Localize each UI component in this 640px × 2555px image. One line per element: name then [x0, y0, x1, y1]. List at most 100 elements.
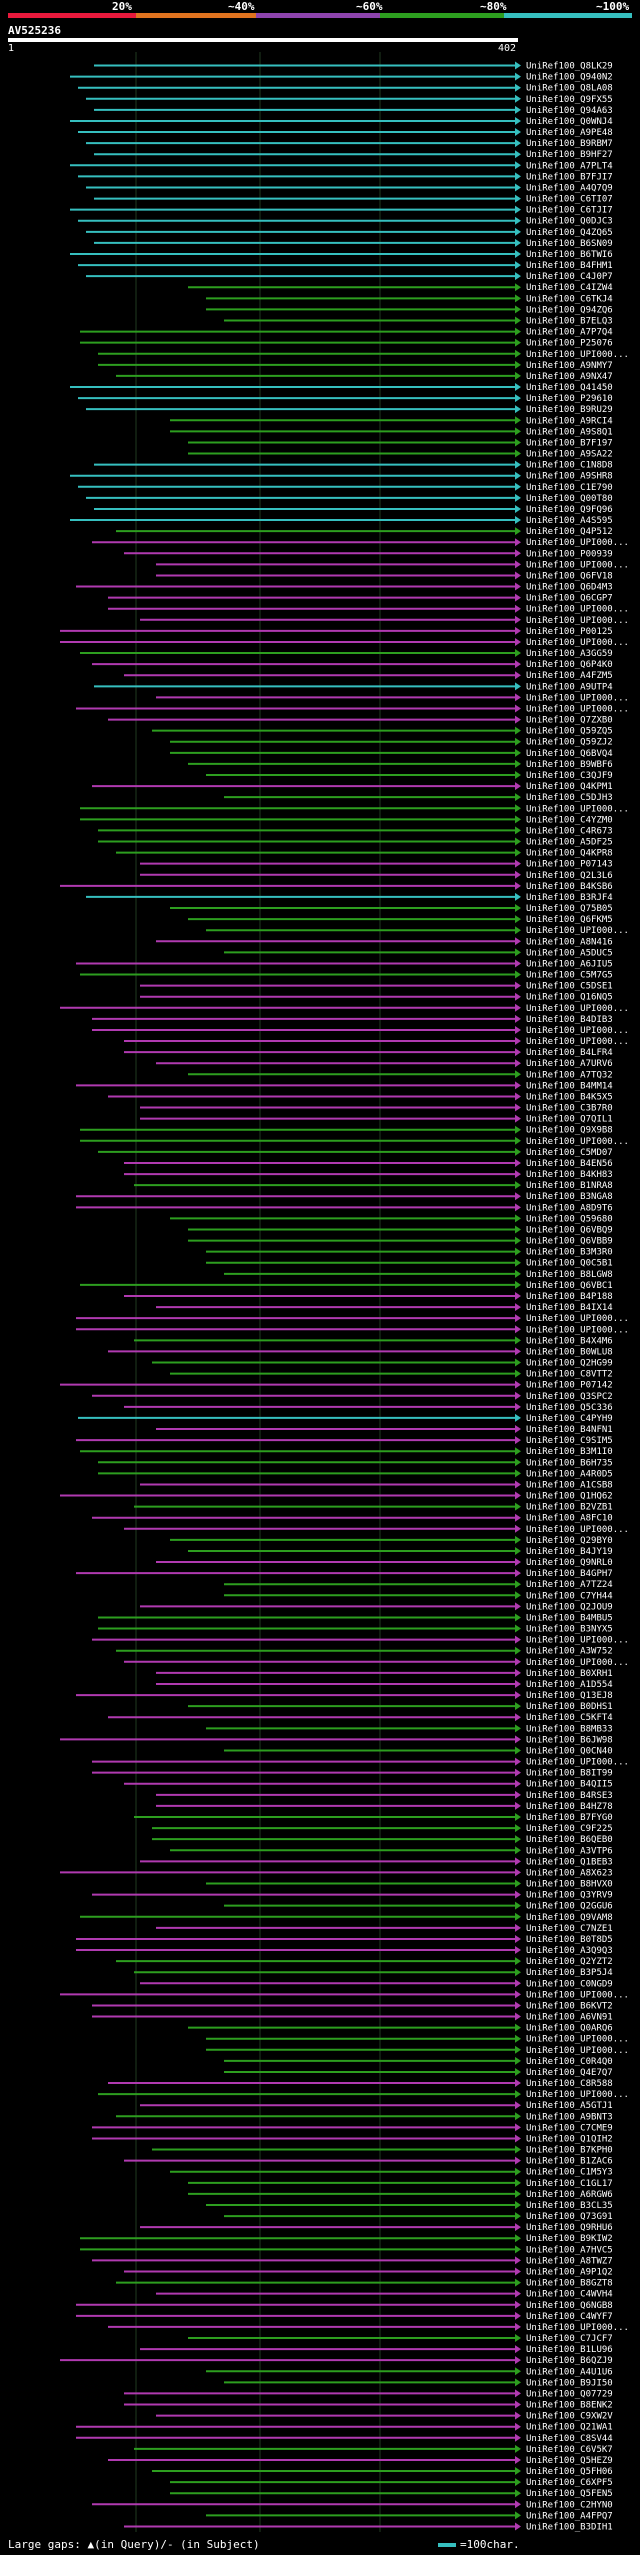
hit-id-link[interactable]: UniRef100_Q59ZJ2 [526, 738, 613, 748]
hit-id-link[interactable]: UniRef100_UPI000... [526, 560, 629, 570]
hit-id-link[interactable]: UniRef100_Q4KPM1 [526, 782, 613, 792]
hit-id-link[interactable]: UniRef100_Q59ZQ5 [526, 727, 613, 737]
hit-id-link[interactable]: UniRef100_Q9VAM8 [526, 1913, 613, 1923]
hit-id-link[interactable]: UniRef100_Q1HQ62 [526, 1492, 613, 1502]
hit-id-link[interactable]: UniRef100_B8IT99 [526, 1769, 613, 1779]
hit-id-link[interactable]: UniRef100_B4DIB3 [526, 1015, 613, 1025]
hit-id-link[interactable]: UniRef100_B8HVX0 [526, 1880, 613, 1890]
hit-id-link[interactable]: UniRef100_B3RJF4 [526, 893, 613, 903]
hit-id-link[interactable]: UniRef100_C4WVH4 [526, 2290, 613, 2300]
hit-id-link[interactable]: UniRef100_A4S595 [526, 516, 613, 526]
hit-id-link[interactable]: UniRef100_A9PE48 [526, 128, 613, 138]
hit-id-link[interactable]: UniRef100_Q4KPR8 [526, 849, 613, 859]
hit-id-link[interactable]: UniRef100_C4WYF7 [526, 2312, 613, 2322]
hit-id-link[interactable]: UniRef100_B4IX14 [526, 1303, 613, 1313]
hit-id-link[interactable]: UniRef100_Q9FQ96 [526, 505, 613, 515]
hit-id-link[interactable]: UniRef100_Q13EJ8 [526, 1691, 613, 1701]
hit-id-link[interactable]: UniRef100_C9SIM5 [526, 1436, 613, 1446]
hit-id-link[interactable]: UniRef100_B7FYG0 [526, 1813, 613, 1823]
hit-id-link[interactable]: UniRef100_B6H735 [526, 1458, 613, 1468]
hit-id-link[interactable]: UniRef100_UPI000... [526, 1137, 629, 1147]
hit-id-link[interactable]: UniRef100_A7TQ32 [526, 1070, 613, 1080]
hit-id-link[interactable]: UniRef100_UPI000... [526, 638, 629, 648]
hit-id-link[interactable]: UniRef100_A9SA22 [526, 450, 613, 460]
hit-id-link[interactable]: UniRef100_B4NFN1 [526, 1425, 613, 1435]
hit-id-link[interactable]: UniRef100_B9RU29 [526, 405, 613, 415]
hit-id-link[interactable]: UniRef100_UPI000... [526, 2046, 629, 2056]
hit-id-link[interactable]: UniRef100_B3M3R0 [526, 1248, 613, 1258]
hit-id-link[interactable]: UniRef100_Q5HEZ9 [526, 2456, 613, 2466]
hit-id-link[interactable]: UniRef100_C4YZM0 [526, 815, 613, 825]
hit-id-link[interactable]: UniRef100_Q29BY0 [526, 1536, 613, 1546]
hit-id-link[interactable]: UniRef100_Q2L3L6 [526, 871, 613, 881]
hit-id-link[interactable]: UniRef100_B8LGW8 [526, 1270, 613, 1280]
hit-id-link[interactable]: UniRef100_C6V5K7 [526, 2445, 613, 2455]
hit-id-link[interactable]: UniRef100_A9S8Q1 [526, 427, 613, 437]
hit-id-link[interactable]: UniRef100_UPI000... [526, 1990, 629, 2000]
hit-id-link[interactable]: UniRef100_B1NRA8 [526, 1181, 613, 1191]
hit-id-link[interactable]: UniRef100_UPI000... [526, 538, 629, 548]
hit-id-link[interactable]: UniRef100_C6TJI7 [526, 206, 613, 216]
hit-id-link[interactable]: UniRef100_C6TKJ4 [526, 294, 613, 304]
hit-id-link[interactable]: UniRef100_B9KIW2 [526, 2234, 613, 2244]
hit-id-link[interactable]: UniRef100_C8VTT2 [526, 1370, 613, 1380]
hit-id-link[interactable]: UniRef100_A8N416 [526, 937, 613, 947]
hit-id-link[interactable]: UniRef100_Q00T80 [526, 494, 613, 504]
hit-id-link[interactable]: UniRef100_C4R673 [526, 826, 613, 836]
hit-id-link[interactable]: UniRef100_A1CSB8 [526, 1480, 613, 1490]
hit-id-link[interactable]: UniRef100_C7CME9 [526, 2123, 613, 2133]
hit-id-link[interactable]: UniRef100_Q6FKM5 [526, 915, 613, 925]
hit-id-link[interactable]: UniRef100_A8X623 [526, 1868, 613, 1878]
hit-id-link[interactable]: UniRef100_A4FZM5 [526, 671, 613, 681]
hit-id-link[interactable]: UniRef100_UPI000... [526, 605, 629, 615]
hit-id-link[interactable]: UniRef100_Q41450 [526, 383, 613, 393]
hit-id-link[interactable]: UniRef100_Q4ZQ65 [526, 228, 613, 238]
hit-id-link[interactable]: UniRef100_A9NX47 [526, 372, 613, 382]
hit-id-link[interactable]: UniRef100_UPI000... [526, 1658, 629, 1668]
hit-id-link[interactable]: UniRef100_B6TWI6 [526, 250, 613, 260]
hit-id-link[interactable]: UniRef100_UPI000... [526, 1325, 629, 1335]
hit-id-link[interactable]: UniRef100_C9F225 [526, 1824, 613, 1834]
hit-id-link[interactable]: UniRef100_A8D9T6 [526, 1203, 613, 1213]
hit-id-link[interactable]: UniRef100_Q4P512 [526, 527, 613, 537]
hit-id-link[interactable]: UniRef100_A9SHR8 [526, 472, 613, 482]
hit-id-link[interactable]: UniRef100_Q94ZQ6 [526, 305, 613, 315]
hit-id-link[interactable]: UniRef100_A7PLT4 [526, 161, 613, 171]
hit-id-link[interactable]: UniRef100_C6TI07 [526, 195, 613, 205]
hit-id-link[interactable]: UniRef100_C2HYN0 [526, 2500, 613, 2510]
hit-id-link[interactable]: UniRef100_C1M5Y3 [526, 2168, 613, 2178]
hit-id-link[interactable]: UniRef100_B3M1I0 [526, 1447, 613, 1457]
hit-id-link[interactable]: UniRef100_C7YH44 [526, 1591, 613, 1601]
hit-id-link[interactable]: UniRef100_UPI000... [526, 2090, 629, 2100]
hit-id-link[interactable]: UniRef100_B3CL35 [526, 2201, 613, 2211]
hit-id-link[interactable]: UniRef100_UPI000... [526, 804, 629, 814]
hit-id-link[interactable]: UniRef100_B2VZB1 [526, 1503, 613, 1513]
hit-id-link[interactable]: UniRef100_B4JY19 [526, 1547, 613, 1557]
hit-id-link[interactable]: UniRef100_C0NGD9 [526, 1979, 613, 1989]
hit-id-link[interactable]: UniRef100_A7P7Q4 [526, 328, 613, 338]
hit-id-link[interactable]: UniRef100_Q7ZXB0 [526, 716, 613, 726]
hit-id-link[interactable]: UniRef100_B0T8D5 [526, 1935, 613, 1945]
hit-id-link[interactable]: UniRef100_Q9NRL0 [526, 1558, 613, 1568]
hit-id-link[interactable]: UniRef100_B3P5J4 [526, 1968, 613, 1978]
hit-id-link[interactable]: UniRef100_P29610 [526, 394, 613, 404]
hit-id-link[interactable]: UniRef100_C8SV44 [526, 2434, 613, 2444]
hit-id-link[interactable]: UniRef100_Q940N2 [526, 73, 613, 83]
hit-id-link[interactable]: UniRef100_C5DSE1 [526, 982, 613, 992]
hit-id-link[interactable]: UniRef100_Q9RHU6 [526, 2223, 613, 2233]
hit-id-link[interactable]: UniRef100_Q1QIH2 [526, 2134, 613, 2144]
hit-id-link[interactable]: UniRef100_Q2GGU6 [526, 1902, 613, 1912]
hit-id-link[interactable]: UniRef100_P00939 [526, 549, 613, 559]
hit-id-link[interactable]: UniRef100_B4GPH7 [526, 1569, 613, 1579]
hit-id-link[interactable]: UniRef100_A6JIU5 [526, 959, 613, 969]
hit-id-link[interactable]: UniRef100_C6XPF5 [526, 2478, 613, 2488]
hit-id-link[interactable]: UniRef100_C3B7R0 [526, 1104, 613, 1114]
hit-id-link[interactable]: UniRef100_B4X4M6 [526, 1336, 613, 1346]
hit-id-link[interactable]: UniRef100_A9RCI4 [526, 416, 613, 426]
hit-id-link[interactable]: UniRef100_B4KH83 [526, 1170, 613, 1180]
hit-id-link[interactable]: UniRef100_C5M7G5 [526, 971, 613, 981]
hit-id-link[interactable]: UniRef100_Q16NQ5 [526, 993, 613, 1003]
hit-id-link[interactable]: UniRef100_A5DF25 [526, 838, 613, 848]
hit-id-link[interactable]: UniRef100_Q8LK29 [526, 62, 613, 72]
hit-id-link[interactable]: UniRef100_B0WLU8 [526, 1347, 613, 1357]
